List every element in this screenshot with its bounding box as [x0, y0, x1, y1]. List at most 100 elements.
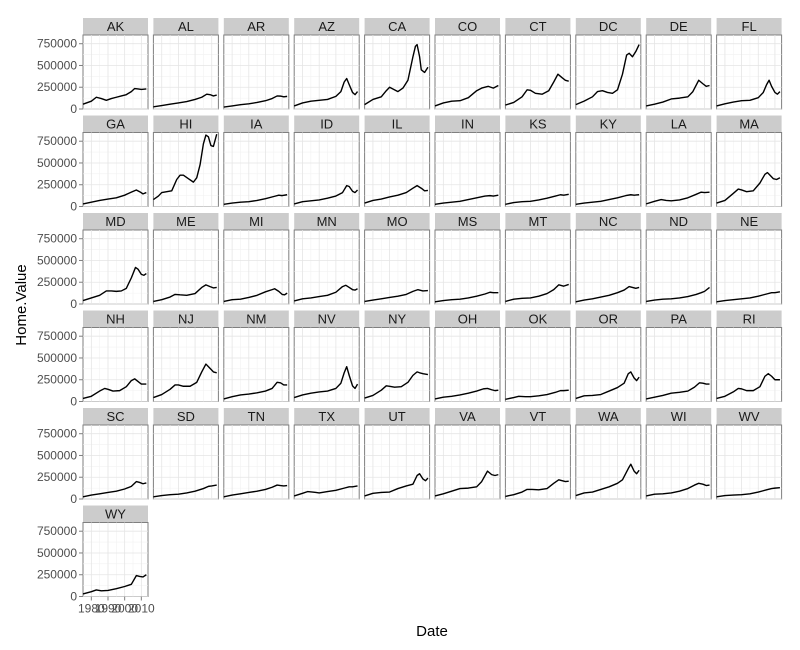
facet-strip — [294, 115, 360, 133]
series-line-dc — [575, 44, 640, 106]
series-line-ak — [82, 87, 147, 105]
facet-strip — [364, 213, 430, 230]
facet-panel: ME — [152, 213, 219, 305]
facet-strip — [716, 213, 782, 230]
series-line-ks — [505, 193, 569, 206]
series-line-nc — [575, 285, 640, 303]
facet-strip-label: ND — [669, 214, 688, 229]
facet-panel: DE — [645, 18, 712, 110]
series-line-me — [153, 284, 217, 303]
facet-strip — [153, 213, 219, 230]
series-line-ca — [364, 43, 429, 106]
facet-panel: OH — [434, 310, 501, 402]
facet-strip-label: CO — [458, 19, 478, 34]
facet-panel: AK — [82, 18, 149, 110]
facet-strip — [716, 408, 782, 425]
y-tick-label: 250000 — [37, 275, 77, 289]
series-line-ma — [716, 171, 781, 204]
panel-background — [575, 229, 642, 305]
series-line-ne — [716, 291, 781, 303]
series-line-ar — [223, 95, 288, 108]
series-line-va — [434, 470, 499, 497]
facet-strip-label: IN — [461, 117, 474, 132]
series-line-nm — [223, 381, 288, 400]
facet-strip-label: OK — [529, 312, 548, 327]
panel-background — [504, 327, 571, 402]
panel-background — [645, 424, 712, 500]
facet-strip-label: NJ — [178, 312, 194, 327]
facet-panel: MD — [82, 213, 149, 305]
facet-strip — [646, 115, 712, 133]
panel-background — [223, 424, 290, 500]
series-line-mt — [505, 283, 569, 303]
series-line-ny — [364, 371, 429, 399]
facet-strip-label: NY — [388, 312, 406, 327]
facet-strip-label: MO — [387, 214, 408, 229]
series-line-oh — [434, 387, 499, 400]
facet-strip — [223, 18, 289, 35]
series-line-ri — [716, 372, 780, 400]
facet-strip-label: IA — [250, 117, 263, 132]
facet-strip — [83, 505, 148, 523]
facet-strip — [83, 408, 148, 425]
facet-strip — [435, 115, 500, 133]
facet-strip-label: PA — [671, 312, 688, 327]
panel-background — [152, 34, 219, 110]
facet-strip-label: SD — [177, 409, 195, 424]
facet-strip — [223, 213, 289, 230]
facet-strip-label: OR — [599, 312, 619, 327]
series-line-nv — [293, 365, 359, 399]
facet-strip — [505, 213, 571, 230]
facet-strip — [575, 213, 641, 230]
facet-strip — [716, 310, 782, 328]
facet-strip — [83, 213, 148, 230]
facet-strip — [716, 115, 782, 133]
facet-strip-label: IL — [392, 117, 403, 132]
panel-background — [716, 229, 783, 305]
series-line-co — [434, 84, 499, 107]
facet-strip — [83, 18, 148, 35]
facet-panel: RI — [716, 310, 783, 402]
y-axis-label: Home.Value — [13, 264, 30, 345]
facet-strip — [435, 18, 500, 35]
series-line-ga — [82, 189, 147, 205]
panel-background — [645, 229, 712, 305]
facet-strip — [505, 115, 571, 133]
facet-strip-label: GA — [106, 117, 125, 132]
panel-background — [364, 132, 431, 207]
facet-strip-label: AR — [247, 19, 265, 34]
y-tick-label: 750000 — [37, 232, 77, 246]
facet-panel: DC — [575, 18, 642, 110]
facet-strip-label: MI — [249, 214, 263, 229]
series-line-wa — [575, 463, 640, 497]
facet-strip-label: LA — [671, 117, 687, 132]
facet-strip-label: MT — [529, 214, 548, 229]
facet-panel: NM — [223, 310, 290, 402]
panel-background — [645, 34, 712, 110]
panel-background — [364, 229, 431, 305]
facet-panel: TX — [293, 408, 360, 500]
panel-background — [82, 327, 149, 402]
y-tick-label: 0 — [70, 200, 77, 214]
panel-background — [434, 132, 501, 207]
facet-strip-label: RI — [743, 312, 756, 327]
facet-panel: LA — [645, 115, 712, 207]
facet-strip-label: AL — [178, 19, 194, 34]
y-tick-label: 250000 — [37, 80, 77, 94]
facet-strip-label: VT — [530, 409, 547, 424]
x-axis-label: Date — [416, 623, 448, 640]
facet-strip-label: TN — [248, 409, 265, 424]
facet-panel: TN — [223, 408, 290, 500]
facet-panel: VA — [434, 408, 501, 500]
facet-strip — [505, 310, 571, 328]
y-tick-label: 750000 — [37, 427, 77, 441]
facet-strip — [364, 18, 430, 35]
facet-strip-label: WV — [739, 409, 760, 424]
series-line-wi — [646, 482, 710, 497]
facet-strip-label: WA — [598, 409, 619, 424]
panel-background — [152, 327, 219, 402]
y-tick-label: 750000 — [37, 134, 77, 148]
facet-panel: NY — [364, 310, 431, 402]
facet-strip — [83, 115, 148, 133]
